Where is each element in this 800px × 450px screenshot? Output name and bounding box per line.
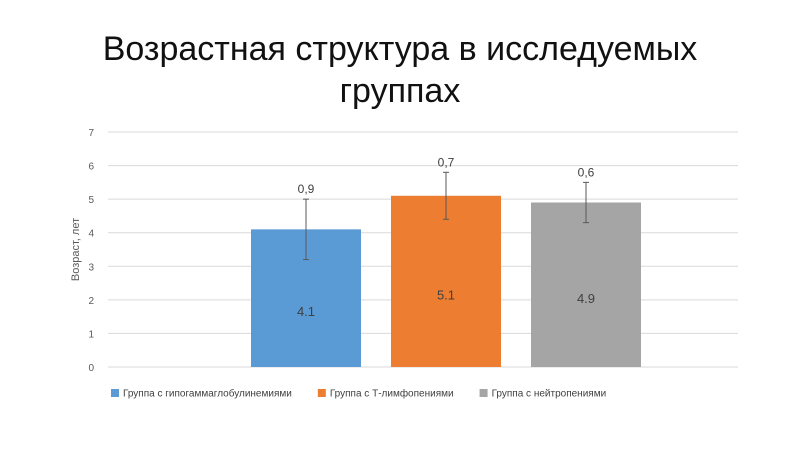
legend-swatch [317, 389, 326, 397]
legend-label: Группа с нейтропениями [492, 389, 607, 400]
legend-label: Группа с гипогаммаглобулинемиями [123, 388, 292, 400]
bar-value-label: 4.9 [577, 291, 595, 306]
slide-title: Возрастная структура в исследуемых групп… [102, 30, 698, 110]
error-label: 0,7 [438, 155, 455, 169]
bar [391, 195, 501, 367]
y-tick-label: 4 [88, 229, 94, 240]
y-tick-label: 1 [88, 329, 94, 340]
y-tick-label: 0 [88, 363, 94, 374]
bars: 4.1 0,9 5.1 0,7 4.9 0,6 [251, 155, 641, 367]
legend-swatch [479, 389, 488, 397]
y-axis-ticks: 0 1 2 3 4 5 6 7 [88, 128, 94, 374]
y-tick-label: 2 [88, 296, 94, 307]
error-label: 0,9 [298, 182, 315, 196]
bar-value-label: 5.1 [437, 287, 455, 302]
legend-swatch [111, 389, 119, 397]
legend: Группа с гипогаммаглобулинемиями Группа с… [111, 388, 606, 400]
y-axis-label: Возраст, лет [70, 218, 82, 281]
error-label: 0,6 [578, 165, 595, 179]
legend-label: Группа с Т-лимфопениями [330, 388, 454, 400]
y-tick-label: 7 [88, 128, 94, 139]
bar [531, 202, 641, 367]
y-tick-label: 5 [88, 195, 94, 206]
y-tick-label: 3 [88, 262, 94, 273]
bar-value-label: 4.1 [297, 304, 315, 319]
y-tick-label: 6 [88, 162, 94, 173]
